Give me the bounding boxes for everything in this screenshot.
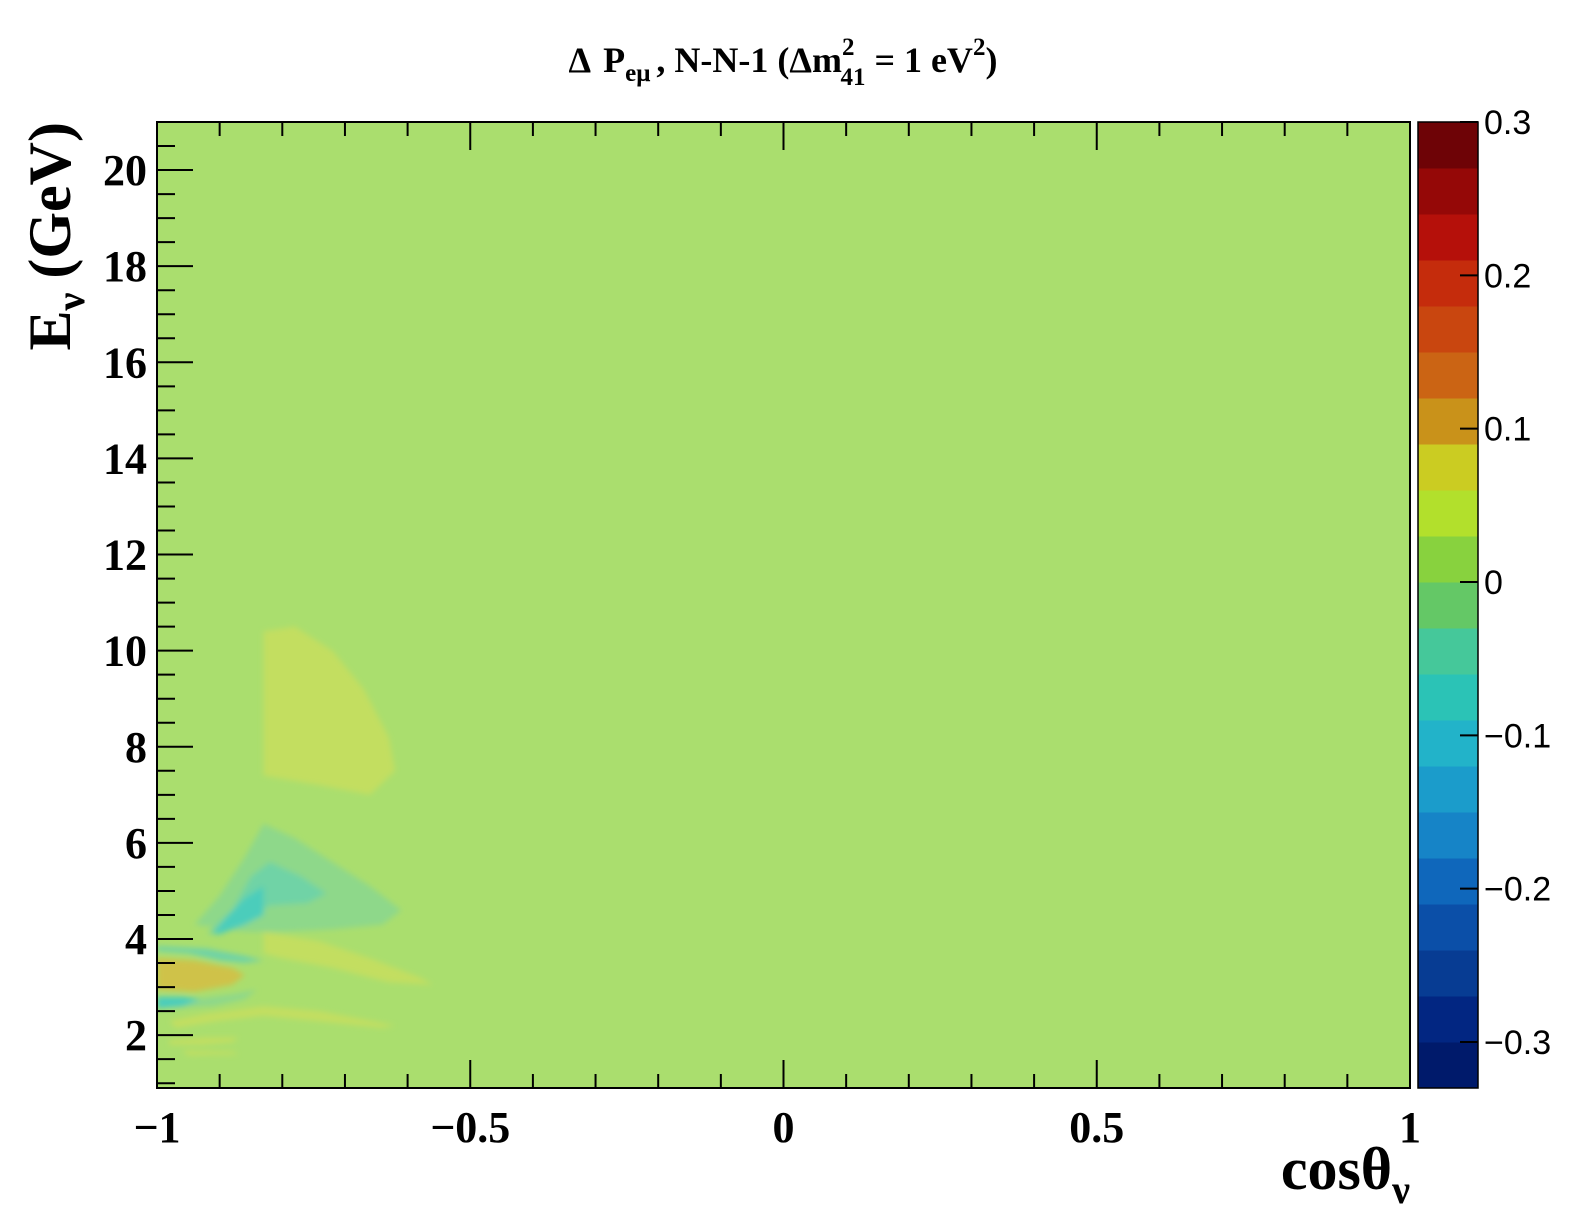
contour-region-7: [157, 958, 245, 992]
contour-region-3: [213, 886, 264, 935]
colorbar-band: [1418, 306, 1478, 353]
colorbar-tick-label: −0.1: [1484, 717, 1551, 755]
contour-region-9: [157, 996, 201, 1009]
colorbar-tick-label: 0.1: [1484, 411, 1531, 449]
y-axis: 2 4 6 8 10 12 14 16 18 20: [103, 121, 193, 1085]
colorbar: 0.3 0.2 0.1 0 −0.1 −0.2 −0.3: [1417, 104, 1551, 1089]
contour-region-0: [263, 626, 396, 795]
contour-region-12: [182, 1050, 239, 1056]
y-tick-label: 2: [125, 1011, 147, 1060]
colorbar-band: [1418, 168, 1478, 215]
y-tick-label: 4: [125, 915, 147, 964]
x-tick-label: 0: [773, 1103, 795, 1152]
title-p: P: [603, 40, 625, 80]
colorbar-band: [1418, 398, 1478, 445]
title-p-sub: eμ: [625, 60, 650, 87]
plot-background: [157, 122, 1410, 1088]
colorbar-band: [1418, 582, 1478, 629]
title-eq: = 1 eV: [865, 40, 973, 80]
colorbar-tick-label: 0.2: [1484, 257, 1531, 295]
colorbar-band: [1418, 766, 1478, 813]
contour-region-4: [263, 931, 433, 985]
y-tick-label: 20: [103, 146, 147, 195]
contour-region-10: [169, 1006, 396, 1028]
colorbar-band: [1418, 904, 1478, 951]
colorbar-band: [1418, 858, 1478, 905]
title-delta: Δ: [569, 40, 592, 80]
colorbar-band: [1418, 950, 1478, 997]
x-tick-label: −1: [133, 1103, 180, 1152]
contour-region-11: [169, 1037, 239, 1045]
y-tick-label: 12: [103, 531, 147, 580]
title-mid: , N-N-1 (Δm: [656, 40, 842, 80]
colorbar-band: [1418, 1042, 1478, 1089]
colorbar-band: [1418, 536, 1478, 583]
colorbar-band: [1418, 490, 1478, 537]
y-tick-label: 14: [103, 434, 147, 483]
colorbar-band: [1418, 996, 1478, 1043]
chart-title: Δ Peμ, N-N-1 (Δm2 41 = 1 eV2): [569, 34, 998, 91]
colorbar-tick-label: −0.2: [1484, 871, 1551, 909]
colorbar-band: [1418, 674, 1478, 721]
x-tick-label: 0.5: [1069, 1103, 1124, 1152]
contour-region-5: [157, 946, 264, 963]
colorbar-band: [1418, 720, 1478, 767]
plot-area: [157, 122, 1410, 1088]
colorbar-band: [1418, 214, 1478, 261]
x-axis: −1 −0.5 0 0.5 1: [133, 122, 1421, 1152]
y-label-base: E: [17, 310, 83, 350]
colorbar-frame: [1417, 121, 1479, 1089]
x-tick-label: −0.5: [430, 1103, 510, 1152]
title-v-sup: 2: [973, 34, 986, 61]
title-m-sub: 41: [840, 64, 865, 91]
x-axis-label: cosθν: [1281, 1136, 1410, 1212]
x-tick-label: 1: [1399, 1103, 1421, 1152]
x-label-base: cosθ: [1281, 1136, 1392, 1202]
colorbar-band: [1418, 260, 1478, 307]
y-tick-label: 10: [103, 627, 147, 676]
y-axis-label: Eν (GeV): [17, 122, 93, 351]
colorbar-band: [1418, 352, 1478, 399]
colorbar-band: [1418, 812, 1478, 859]
colorbar-tick-label: 0: [1484, 564, 1503, 602]
y-tick-label: 6: [125, 819, 147, 868]
title-m-sup: 2: [842, 34, 855, 61]
x-label-sub: ν: [1391, 1167, 1410, 1212]
y-label-sub: ν: [48, 292, 93, 311]
y-label-unit: (GeV): [17, 122, 83, 279]
colorbar-band: [1418, 122, 1478, 169]
y-tick-label: 18: [103, 242, 147, 291]
y-tick-label: 16: [103, 338, 147, 387]
colorbar-tick-label: −0.3: [1484, 1024, 1551, 1062]
colorbar-tick-label: 0.3: [1484, 104, 1531, 142]
title-close: ): [985, 40, 997, 80]
y-tick-label: 8: [125, 723, 147, 772]
colorbar-band: [1418, 444, 1478, 491]
contour-regions: [157, 626, 433, 1056]
colorbar-band: [1418, 628, 1478, 675]
